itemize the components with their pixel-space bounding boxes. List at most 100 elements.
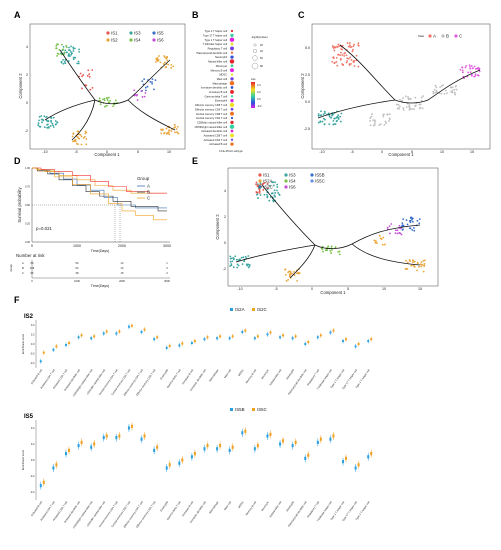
cell-point xyxy=(40,115,43,117)
cell-point xyxy=(246,264,249,267)
cell-point xyxy=(386,226,389,229)
panel-a-trajectory-line xyxy=(44,49,176,141)
panel-e-ytick: -2 xyxy=(223,267,226,271)
risk-group-label: C xyxy=(22,271,24,275)
cell-point xyxy=(42,119,45,122)
cell-point xyxy=(296,279,299,282)
legend-label: A xyxy=(433,34,436,39)
legend-swatch-is1 xyxy=(258,173,262,177)
cell-point xyxy=(164,66,167,69)
cell-point xyxy=(240,256,243,259)
risk-xtick: 3000 xyxy=(164,279,170,283)
enrichment-box xyxy=(153,338,156,341)
legend-swatch-is5 xyxy=(152,31,156,35)
cell-point xyxy=(339,115,342,118)
cell-point xyxy=(405,259,407,262)
cell-point xyxy=(83,135,86,138)
cell-point xyxy=(349,56,352,59)
cell-point xyxy=(446,92,448,95)
cell-point xyxy=(274,181,276,184)
cell-point xyxy=(255,183,257,186)
cell-point xyxy=(68,53,70,55)
dotplot-row-label: Gamma delta T cell xyxy=(205,94,228,98)
cell-point xyxy=(373,123,376,126)
cell-point xyxy=(234,255,237,258)
enrichment-box xyxy=(127,325,130,328)
cell-point xyxy=(106,104,108,107)
color-legend-label: 0.4 xyxy=(257,83,261,87)
cell-point xyxy=(247,255,250,257)
cell-point xyxy=(373,239,376,242)
enrichment-box xyxy=(342,340,345,343)
cell-point xyxy=(57,53,60,55)
enrichment-box xyxy=(115,436,118,440)
cell-point xyxy=(327,245,330,248)
cell-point xyxy=(163,132,165,135)
enrichment-box xyxy=(354,466,357,470)
panel-a-xtick: 5 xyxy=(137,150,139,154)
dotplot-row-label: Memory B cell xyxy=(211,68,228,72)
legend-label: B xyxy=(446,34,449,39)
cell-point xyxy=(109,99,112,102)
cell-point xyxy=(443,93,446,95)
cell-point xyxy=(72,56,75,59)
cell-point xyxy=(232,257,235,259)
cell-point xyxy=(266,182,269,185)
cell-point xyxy=(321,245,324,248)
cell-point xyxy=(351,50,354,53)
cell-point xyxy=(388,225,391,228)
risk-cell: 108 xyxy=(30,266,35,270)
enrichment-box xyxy=(203,447,206,451)
cell-point xyxy=(236,266,239,269)
cell-point xyxy=(151,81,153,83)
enrichment-box xyxy=(118,434,121,438)
cell-point xyxy=(231,260,234,263)
panel-e-xlabel: Component 1 xyxy=(320,290,346,295)
cell-point xyxy=(72,46,75,49)
cell-point xyxy=(342,64,344,66)
cell-point xyxy=(273,194,276,197)
cell-point xyxy=(322,250,324,253)
cell-point xyxy=(43,126,46,129)
cell-point xyxy=(153,88,155,91)
cell-point xyxy=(394,232,397,234)
enrichment-box xyxy=(279,442,282,446)
cell-point xyxy=(274,195,277,198)
cell-point xyxy=(170,67,173,69)
cell-point xyxy=(331,45,334,47)
cell-point xyxy=(331,60,334,63)
cell-point xyxy=(350,45,353,48)
cell-point xyxy=(277,191,280,194)
panel-e-xtick: 0 xyxy=(311,287,313,291)
panel-c-xlabel: Component 1 xyxy=(388,152,414,157)
enrichment-box xyxy=(282,439,285,443)
legend-swatch-is4 xyxy=(284,179,288,183)
cell-point xyxy=(413,108,415,111)
cell-point xyxy=(418,266,420,268)
enrichment-box xyxy=(319,334,322,337)
cell-point xyxy=(465,64,468,67)
dotplot-row-label: Natural killer cell xyxy=(208,60,227,64)
panel-e-xtick: 5 xyxy=(347,287,349,291)
cell-point xyxy=(330,252,333,254)
cell-point xyxy=(243,260,246,263)
cell-point xyxy=(335,61,338,63)
cell-point xyxy=(324,112,326,115)
cell-point xyxy=(420,99,423,102)
panel-e-xtick: -10 xyxy=(237,287,242,291)
cell-point xyxy=(400,99,403,102)
cell-point xyxy=(51,122,54,125)
cell-point xyxy=(420,261,423,263)
cell-point xyxy=(357,44,360,46)
cell-point xyxy=(352,48,354,51)
cell-point xyxy=(88,75,91,78)
dotplot-row-label: Type 1 T helper cell xyxy=(204,38,227,42)
enrichment-box xyxy=(168,344,171,347)
cell-point xyxy=(337,251,340,253)
enrichment-box xyxy=(102,436,105,440)
cell-point xyxy=(71,135,74,138)
cell-point xyxy=(340,51,342,54)
cell-point xyxy=(154,79,157,82)
enrichment-box xyxy=(231,335,234,338)
